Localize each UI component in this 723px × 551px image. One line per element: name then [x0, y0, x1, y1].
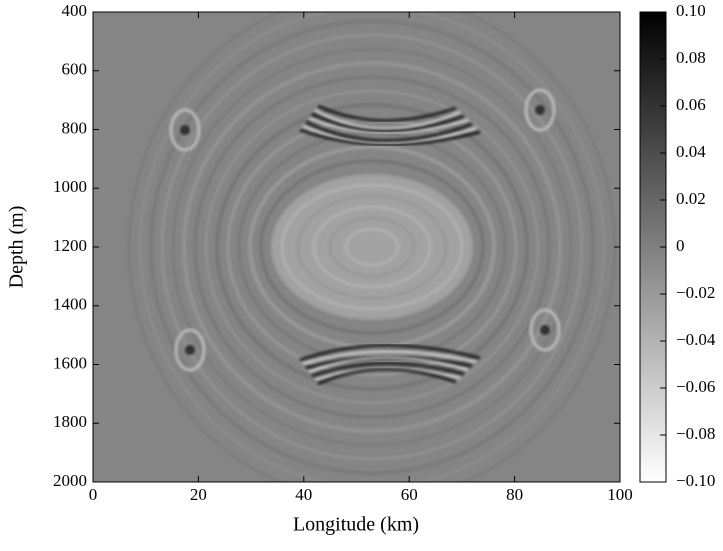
wave-core-ring [344, 227, 400, 267]
wave-core-ring [280, 183, 464, 311]
wave-band [308, 117, 469, 134]
y-axis-label: Depth (m) [6, 206, 28, 289]
blob [169, 108, 201, 152]
wave-band [299, 344, 481, 362]
wave-ring [193, 75, 551, 419]
colorbar-tick-label: −0.10 [676, 471, 715, 490]
y-tick-label: 1600 [53, 353, 87, 372]
wave-band [305, 120, 473, 142]
colorbar-tick-label: −0.08 [676, 424, 715, 443]
wave-band [317, 368, 457, 386]
colorbar-tick-label: −0.06 [676, 377, 715, 396]
colorbar-tick-label: 0 [676, 236, 685, 255]
wave-band [299, 128, 481, 146]
x-tick-label: 80 [506, 485, 523, 504]
blob-dark [540, 325, 550, 335]
x-tick-label: 60 [401, 485, 418, 504]
blob [529, 308, 561, 352]
heatmap-image [93, 12, 620, 482]
colorbar-tick-label: −0.02 [676, 283, 715, 302]
y-tick-label: 400 [62, 1, 88, 20]
y-tick-label: 800 [62, 118, 88, 137]
wave-core-ring [328, 216, 416, 278]
wave-band [308, 356, 469, 373]
wave-ring [259, 159, 485, 335]
wave-ring [172, 48, 572, 446]
wave-band [311, 361, 465, 378]
x-tick-label: 100 [607, 485, 633, 504]
wave-ring [160, 33, 584, 461]
x-tick-label: 20 [190, 485, 207, 504]
wave-ring [182, 61, 562, 433]
wave-band [302, 125, 477, 144]
wave-core-ring [296, 194, 448, 300]
x-tick-label: 0 [89, 485, 98, 504]
wave-band [311, 112, 465, 132]
wave-band [317, 104, 457, 122]
colorbar-tick-label: 0.04 [676, 142, 706, 161]
y-tick-label: 1000 [53, 177, 87, 196]
wave-ring [139, 12, 605, 482]
blob-dark [180, 125, 190, 135]
blob [174, 328, 206, 372]
wave-ring [215, 103, 529, 391]
y-tick-label: 1200 [53, 236, 87, 255]
wave-band [314, 109, 461, 130]
blob [524, 88, 556, 132]
y-tick-label: 1800 [53, 412, 87, 431]
wave-band [302, 350, 477, 365]
colorbar-tick-label: 0.02 [676, 189, 706, 208]
x-axis-label: Longitude (km) [293, 514, 419, 536]
colorbar-tick-label: 0.08 [676, 48, 706, 67]
blob-dark [185, 345, 195, 355]
y-tick-label: 2000 [53, 471, 87, 490]
wave-ring [149, 19, 595, 475]
wave-ring [205, 90, 539, 404]
wave-core-ring [312, 205, 432, 289]
colorbar-tick-label: 0.06 [676, 95, 706, 114]
colorbar-tick-label: −0.04 [676, 330, 716, 349]
y-tick-label: 600 [62, 60, 88, 79]
blob-dark [535, 105, 545, 115]
colorbar-tick-label: 0.10 [676, 1, 706, 20]
x-tick-label: 40 [295, 485, 312, 504]
y-tick-label: 1400 [53, 295, 87, 314]
